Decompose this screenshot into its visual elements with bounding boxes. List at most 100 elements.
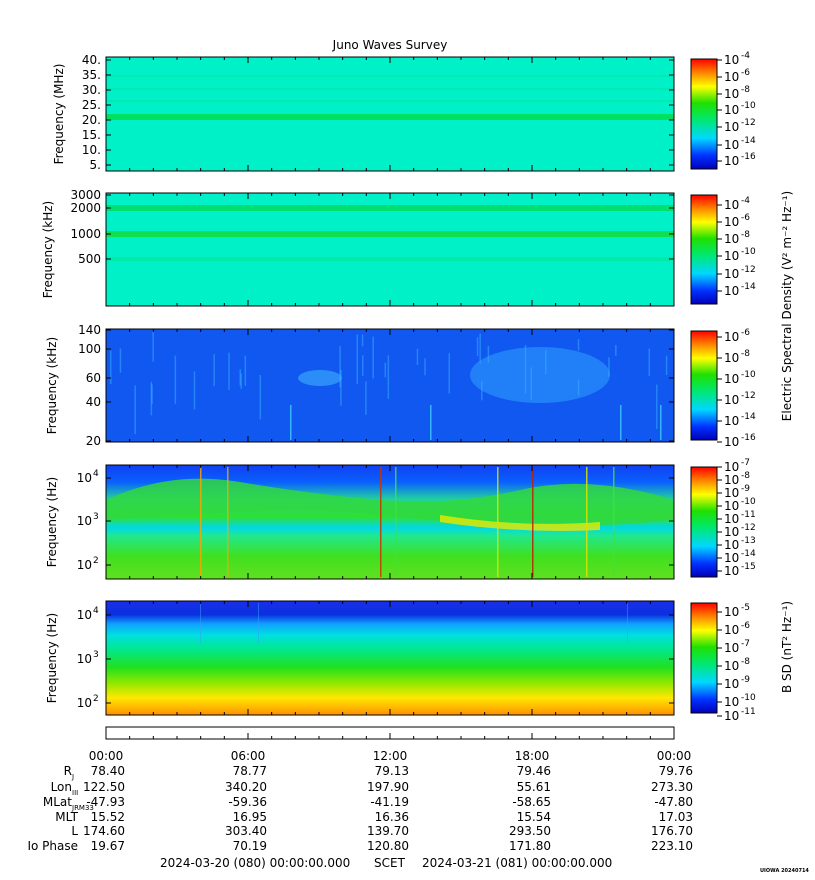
- colorbar-tick-exponent: -12: [741, 118, 756, 128]
- ytick-label: 500: [78, 252, 101, 266]
- colorbar-tick-label: 10: [724, 267, 739, 281]
- colorbar-tick-label: 10: [724, 605, 739, 619]
- ytick-label: 15.: [82, 128, 101, 142]
- colorbar-tick-exponent: -9: [741, 675, 750, 685]
- ytick-exponent: 2: [93, 694, 99, 704]
- ephemeris-value: -59.36: [228, 795, 267, 809]
- colorbar-tick-label: 10: [724, 372, 739, 386]
- ytick-label: 35.: [82, 68, 101, 82]
- ytick-label: 30.: [82, 83, 101, 97]
- colorbar-tick-exponent: -11: [741, 707, 756, 717]
- ephemeris-value: 340.20: [225, 780, 267, 794]
- ytick-label: 5.: [90, 158, 101, 172]
- colorbar-tick-label: 10: [724, 330, 739, 344]
- colorbar-tick-exponent: -8: [741, 349, 750, 359]
- ephemeris-value: 293.50: [509, 824, 551, 838]
- colorbar-tick-exponent: -10: [741, 693, 756, 703]
- colorbar-tick-exponent: -14: [741, 136, 756, 146]
- ephemeris-value: 174.60: [83, 824, 125, 838]
- colorbar-tick-label: 10: [724, 551, 739, 565]
- colorbar-tick-exponent: -16: [741, 152, 756, 162]
- y-axis-label: Frequency (Hz): [45, 477, 59, 568]
- ytick-label: 3000: [70, 188, 101, 202]
- colorbar-tick-exponent: -8: [741, 230, 750, 240]
- ephemeris-value: 70.19: [233, 839, 267, 853]
- chart-title: Juno Waves Survey: [332, 38, 448, 52]
- colorbar-tick-exponent: -6: [741, 621, 750, 631]
- ephemeris-value: 15.52: [91, 810, 125, 824]
- colorbar-tick-label: 10: [724, 512, 739, 526]
- time-tick-label: 12:00: [373, 749, 408, 763]
- ephemeris-value: 17.03: [659, 810, 693, 824]
- colorbar-tick-label: 10: [724, 414, 739, 428]
- ephemeris-value: 55.61: [517, 780, 551, 794]
- colorbar-tick-label: 10: [724, 198, 739, 212]
- ephemeris-value: 197.90: [367, 780, 409, 794]
- ytick-label: 10: [77, 558, 92, 572]
- colorbar-tick-label: 10: [724, 538, 739, 552]
- colorbar-tick-exponent: -7: [741, 639, 750, 649]
- colorbar-tick-label: 10: [724, 103, 739, 117]
- colorbar-tick-label: 10: [724, 623, 739, 637]
- colorbar-tick-exponent: -13: [741, 536, 756, 546]
- colorbar-tick-label: 10: [724, 393, 739, 407]
- colorbar-tick-exponent: -6: [741, 68, 750, 78]
- ytick-exponent: 4: [93, 606, 99, 616]
- ephemeris-label-subscript: J: [71, 773, 74, 781]
- colorbar-tick-exponent: -14: [741, 412, 756, 422]
- ephemeris-value: -47.80: [654, 795, 693, 809]
- colorbar-tick-exponent: -10: [741, 247, 756, 257]
- ytick-exponent: 4: [93, 469, 99, 479]
- ephemeris-value: 79.13: [375, 764, 409, 778]
- spectrogram-image: [106, 601, 674, 715]
- colorbar-tick-exponent: -15: [741, 562, 756, 572]
- colorbar-tick-label: 10: [724, 473, 739, 487]
- ephemeris-value: 171.80: [509, 839, 551, 853]
- colorbar-tick-label: 10: [724, 70, 739, 84]
- colorbar-tick-label: 10: [724, 659, 739, 673]
- time-axis: 00:00 06:00 12:00 18:00 00:00: [89, 726, 691, 763]
- y-axis-label: Frequency (Hz): [45, 613, 59, 704]
- colorbar-tick-label: 10: [724, 499, 739, 513]
- ephemeris-value: 79.46: [517, 764, 551, 778]
- time-tick-label: 18:00: [515, 749, 550, 763]
- ytick-label: 40: [86, 395, 101, 409]
- colorbar-tick-label: 10: [724, 525, 739, 539]
- ytick-label: 10.: [82, 143, 101, 157]
- electric-cbar-label: Electric Spectral Density (V² m⁻² Hz⁻¹): [780, 191, 794, 421]
- ephemeris-value: 120.80: [367, 839, 409, 853]
- ephemeris-value: 303.40: [225, 824, 267, 838]
- colorbar-tick-exponent: -4: [741, 196, 750, 206]
- colorbar-tick-exponent: -14: [741, 282, 756, 292]
- colorbar-tick-label: 10: [724, 215, 739, 229]
- ytick-label: 60: [86, 371, 101, 385]
- colorbar-tick-exponent: -10: [741, 497, 756, 507]
- colorbar-tick-exponent: -12: [741, 523, 756, 533]
- colorbar-tick-exponent: -8: [741, 85, 750, 95]
- ephemeris-value: 15.54: [517, 810, 551, 824]
- footer: 2024-03-20 (080) 00:00:00.000 SCET 2024-…: [160, 856, 612, 870]
- ephemeris-value: 16.36: [375, 810, 409, 824]
- ephemeris-value: 78.77: [233, 764, 267, 778]
- ytick-label: 10: [77, 652, 92, 666]
- colorbar-tick-exponent: -11: [741, 510, 756, 520]
- spectrogram-panel-1: 40.35.30.25.20.15.10.5. Frequency (MHz): [52, 53, 675, 172]
- colorbar-tick-exponent: -16: [741, 433, 756, 443]
- colorbar-tick-exponent: -12: [741, 265, 756, 275]
- colorbar-tick-label: 10: [724, 249, 739, 263]
- ytick-label: 20.: [82, 113, 101, 127]
- ephemeris-label: MLat: [43, 795, 72, 809]
- colorbar-tick-label: 10: [724, 53, 739, 67]
- ytick-label: 140: [78, 323, 101, 337]
- colorbar-tick-label: 10: [724, 460, 739, 474]
- ephemeris-value: 19.67: [91, 839, 125, 853]
- ytick-label: 20: [86, 434, 101, 448]
- ytick-exponent: 3: [93, 650, 99, 660]
- colorbar-tick-exponent: -9: [741, 484, 750, 494]
